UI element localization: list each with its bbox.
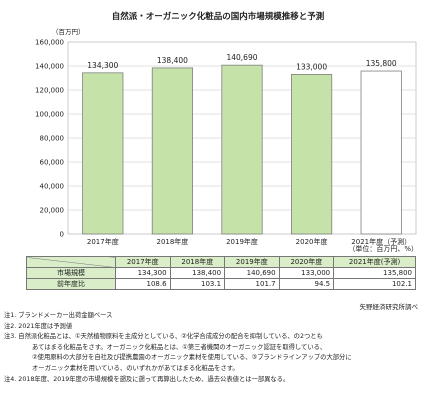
y-tick-label: 140,000 — [35, 63, 64, 71]
table-row-label: 前年度比 — [26, 278, 116, 290]
table-header-row: 2017年度 2018年度 2019年度 2020年度 2021年度(予測) — [26, 256, 416, 268]
bar-value-label: 140,690 — [226, 53, 257, 62]
y-tick-label: 0 — [60, 231, 64, 239]
table-header-cell: 2018年度 — [169, 256, 226, 268]
bar — [360, 70, 402, 235]
note-line: オーガニック素材を用いている、のいずれかがあてはまる化粧品をさす。 — [32, 364, 239, 372]
table-cell: 133,000 — [278, 267, 335, 279]
table-cell: 103.1 — [169, 278, 226, 290]
y-axis-label: （百万円） — [52, 28, 85, 36]
bar-value-label: 135,800 — [366, 59, 397, 68]
bar-value-label: 138,400 — [157, 56, 188, 65]
notes: 注1. ブランドメーカー出荷金額ベース 注2. 2021年度は予測値 注3. 自… — [4, 311, 434, 385]
bar — [151, 67, 193, 235]
table-row-label: 市場規模 — [26, 267, 116, 279]
note-line: 注3. 自然派化粧品とは、①天然植物原料を主成分としている、②化学合成成分の配合… — [4, 333, 323, 341]
y-tick-label: 160,000 — [35, 39, 64, 47]
x-tick-label: 2021年度（予測） — [351, 237, 411, 246]
table-cell: 102.1 — [333, 278, 416, 290]
note-line: あてはまる化粧品をさす。オーガニック化粧品とは、①第三者機関のオーガニック認証を… — [32, 343, 327, 351]
x-tick-label: 2017年度 — [87, 237, 119, 246]
y-tick-label: 100,000 — [35, 111, 64, 119]
data-table: 2017年度 2018年度 2019年度 2020年度 2021年度(予測) 市… — [26, 256, 416, 290]
y-tick-label: 80,000 — [40, 135, 65, 143]
table-cell: 138,400 — [169, 267, 226, 279]
y-tick-label: 20,000 — [40, 207, 65, 215]
bar — [291, 74, 333, 235]
y-tick-label: 40,000 — [40, 183, 65, 191]
table-header-cell: 2017年度 — [115, 256, 171, 268]
y-tick-label: 120,000 — [35, 87, 64, 95]
table-cell: 140,690 — [224, 267, 280, 279]
table-cell: 108.6 — [115, 278, 171, 290]
table-cell: 101.7 — [224, 278, 280, 290]
note-line: 注2. 2021年度は予測値 — [4, 322, 73, 330]
y-tick-label: 60,000 — [40, 159, 65, 167]
table-row: 市場規模 134,300 138,400 140,690 133,000 135… — [26, 267, 416, 279]
table-corner-cell — [26, 256, 116, 268]
bar — [82, 72, 124, 235]
bar-value-label: 133,000 — [296, 62, 327, 71]
bar-value-label: 134,300 — [87, 61, 118, 70]
table-header-cell: 2020年度 — [278, 256, 335, 268]
table-row: 前年度比 108.6 103.1 101.7 94.5 102.1 — [26, 278, 416, 290]
table-header-cell: 2019年度 — [224, 256, 280, 268]
table-cell: 134,300 — [115, 267, 171, 279]
x-tick-label: 2018年度 — [156, 237, 188, 246]
source-note: 矢野経済研究所調べ — [359, 303, 419, 311]
note-line: ②使用原料の大部分を自社及び提携農園のオーガニック素材を使用している、③ブランド… — [32, 354, 352, 362]
bar-chart: 0 20,000 40,000 60,000 80,000 100,000 120,000 1… — [35, 28, 417, 246]
table-header-cell: 2021年度(予測) — [333, 256, 416, 268]
note-line: 注4. 2018年度、2019年度の市場規模を遡及に遡って再算出したため、過去公… — [4, 375, 290, 383]
table-cell: 135,800 — [333, 267, 416, 279]
x-tick-label: 2020年度 — [296, 237, 328, 246]
note-line: 注1. ブランドメーカー出荷金額ベース — [4, 312, 113, 319]
bar — [221, 64, 263, 235]
x-tick-label: 2019年度 — [226, 237, 258, 246]
chart-title: 自然派・オーガニック化粧品の国内市場規模推移と予測 — [111, 12, 325, 22]
unit-note: （単位：百万円、%） — [348, 245, 418, 253]
table-cell: 94.5 — [278, 278, 335, 290]
